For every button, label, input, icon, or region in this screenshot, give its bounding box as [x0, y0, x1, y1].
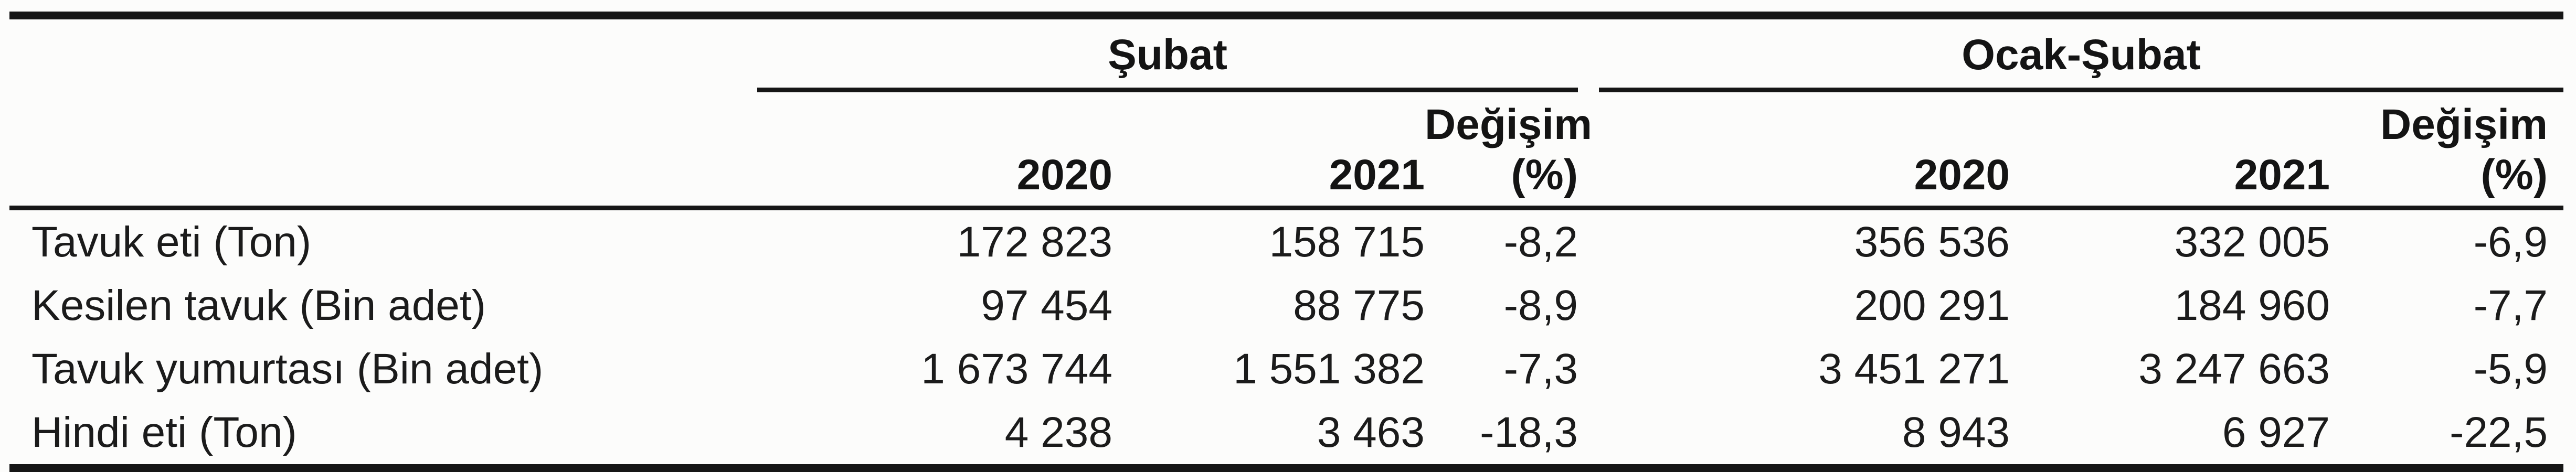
cell-ocak-subat-degisim: -22,5	[2450, 408, 2548, 456]
group-header-spacer	[9, 16, 757, 90]
cell-subat-2021: 3 463	[1317, 408, 1425, 456]
table-row-tavuk-yumurtasi: Tavuk yumurtası (Bin adet) 1 673 744 1 5…	[9, 337, 2563, 401]
degisim-unit: (%)	[1511, 151, 1578, 199]
cell-subat-2020: 1 673 744	[921, 345, 1112, 393]
cell-subat-degisim: -18,3	[1480, 408, 1578, 456]
header-subat-2020: 2020	[757, 90, 1112, 210]
cell-ocak-subat-2021: 184 960	[2174, 281, 2330, 329]
cell-ocak-subat-2021: 6 927	[2222, 408, 2330, 456]
row-label: Hindi eti (Ton)	[31, 408, 297, 456]
cell-ocak-subat-2021: 3 247 663	[2138, 345, 2330, 393]
cell-ocak-subat-2021: 332 005	[2174, 218, 2330, 266]
cell-gap	[1578, 208, 1599, 274]
row-label-header	[9, 90, 757, 210]
poultry-statistics-table: Şubat Ocak-Şubat 2020 2021 Değişim (%) 2…	[9, 12, 2564, 472]
cell-gap	[1578, 337, 1599, 401]
table-body: Tavuk eti (Ton) 172 823 158 715 -8,2 356…	[9, 208, 2563, 468]
row-label: Kesilen tavuk (Bin adet)	[31, 281, 486, 329]
cell-subat-degisim: -7,3	[1503, 345, 1578, 393]
header-ocak-subat-2020: 2020	[1599, 90, 2010, 210]
cell-subat-2020: 4 238	[1004, 408, 1112, 456]
table-row-hindi-eti: Hindi eti (Ton) 4 238 3 463 -18,3 8 943 …	[9, 401, 2563, 468]
header-gap	[1578, 90, 1599, 210]
cell-subat-2021: 1 551 382	[1233, 345, 1425, 393]
table-container: Şubat Ocak-Şubat 2020 2021 Değişim (%) 2…	[9, 12, 2564, 472]
degisim-unit: (%)	[2480, 151, 2548, 199]
row-label: Tavuk eti (Ton)	[31, 218, 312, 266]
group-gap	[1578, 16, 1599, 90]
header-subat-degisim: Değişim (%)	[1425, 90, 1592, 210]
column-group-subat: Şubat	[757, 15, 1578, 92]
header-ocak-subat-degisim: Değişim (%)	[2330, 90, 2564, 210]
cell-subat-2020: 172 823	[957, 218, 1112, 266]
cell-ocak-subat-2020: 356 536	[1854, 218, 2010, 266]
degisim-label: Değişim	[2380, 101, 2548, 148]
cell-subat-2021: 158 715	[1269, 218, 1425, 266]
degisim-label: Değişim	[1425, 101, 1592, 148]
cell-gap	[1578, 274, 1599, 337]
cell-subat-degisim: -8,9	[1503, 281, 1578, 329]
table-row-tavuk-eti: Tavuk eti (Ton) 172 823 158 715 -8,2 356…	[9, 208, 2563, 274]
column-header-row: 2020 2021 Değişim (%) 2020 2021 Değişim …	[9, 90, 2564, 210]
cell-gap	[1578, 401, 1599, 468]
cell-ocak-subat-2020: 3 451 271	[1818, 345, 2010, 393]
row-label: Tavuk yumurtası (Bin adet)	[31, 345, 544, 393]
cell-ocak-subat-2020: 8 943	[1902, 408, 2010, 456]
group-header-row: Şubat Ocak-Şubat	[9, 15, 2564, 92]
cell-ocak-subat-2020: 200 291	[1854, 281, 2010, 329]
cell-subat-degisim: -8,2	[1503, 218, 1578, 266]
cell-ocak-subat-degisim: -5,9	[2473, 345, 2548, 393]
column-group-ocak-subat: Ocak-Şubat	[1599, 15, 2564, 92]
header-ocak-subat-2021: 2021	[2010, 90, 2330, 210]
cell-subat-2021: 88 775	[1293, 281, 1425, 329]
cell-subat-2020: 97 454	[981, 281, 1112, 329]
table-row-kesilen-tavuk: Kesilen tavuk (Bin adet) 97 454 88 775 -…	[9, 274, 2563, 337]
header-subat-2021: 2021	[1112, 90, 1425, 210]
cell-ocak-subat-degisim: -7,7	[2473, 281, 2548, 329]
cell-ocak-subat-degisim: -6,9	[2473, 218, 2548, 266]
table-header: Şubat Ocak-Şubat 2020 2021 Değişim (%) 2…	[9, 15, 2564, 210]
